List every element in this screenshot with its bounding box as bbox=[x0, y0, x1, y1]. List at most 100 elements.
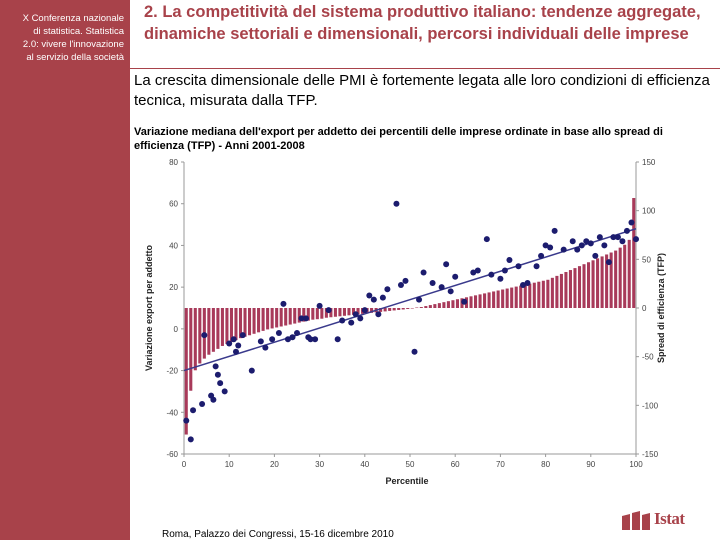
bar bbox=[356, 308, 360, 315]
bar bbox=[442, 302, 446, 308]
bar bbox=[225, 308, 229, 345]
scatter-point bbox=[230, 336, 237, 343]
bar bbox=[609, 252, 613, 308]
scatter-point bbox=[506, 257, 513, 264]
scatter-point bbox=[339, 317, 346, 324]
bar bbox=[546, 279, 550, 308]
x-tick-label: 80 bbox=[541, 460, 550, 469]
bar bbox=[406, 308, 410, 309]
scatter-point bbox=[212, 363, 219, 370]
bar bbox=[234, 308, 238, 341]
bar bbox=[333, 308, 337, 317]
scatter-point bbox=[226, 340, 233, 347]
scatter-point bbox=[201, 332, 208, 339]
y-tick-label: -40 bbox=[166, 408, 178, 417]
bar bbox=[483, 293, 487, 308]
bar bbox=[198, 308, 202, 364]
y-tick-label: 0 bbox=[174, 325, 179, 334]
scatter-point bbox=[316, 302, 323, 309]
bar bbox=[189, 308, 193, 391]
scatter-point bbox=[357, 315, 364, 322]
scatter-point bbox=[461, 298, 468, 305]
bar bbox=[419, 307, 423, 308]
scatter-point bbox=[420, 269, 427, 276]
bar bbox=[257, 308, 261, 333]
bar bbox=[342, 308, 346, 316]
y2-tick-label: -50 bbox=[642, 353, 654, 362]
bar bbox=[501, 289, 505, 308]
bar bbox=[587, 262, 591, 308]
scatter-point bbox=[520, 282, 526, 289]
conference-caption-line: di statistica. Statistica bbox=[33, 26, 124, 37]
scatter-point bbox=[596, 234, 603, 241]
bar bbox=[478, 294, 482, 308]
scatter-point bbox=[474, 267, 481, 274]
x-tick-label: 0 bbox=[182, 460, 187, 469]
scatter-point bbox=[262, 344, 269, 351]
bar bbox=[564, 271, 568, 308]
bar bbox=[415, 307, 419, 309]
bar bbox=[302, 308, 306, 322]
bar bbox=[261, 308, 265, 331]
bar bbox=[632, 198, 636, 308]
x-tick-label: 70 bbox=[496, 460, 505, 469]
scatter-point bbox=[619, 238, 626, 245]
scatter-point bbox=[551, 227, 558, 234]
scatter-series bbox=[183, 200, 639, 443]
x-tick-label: 40 bbox=[360, 460, 369, 469]
bar bbox=[211, 308, 215, 352]
scatter-point bbox=[633, 236, 639, 243]
istat-logo-text: Istat bbox=[654, 509, 685, 528]
bar bbox=[410, 308, 414, 309]
scatter-point bbox=[429, 279, 436, 286]
bar bbox=[306, 308, 310, 321]
scatter-point bbox=[515, 263, 522, 270]
bar bbox=[248, 308, 252, 336]
bar bbox=[492, 291, 496, 308]
scatter-point bbox=[393, 200, 400, 207]
bar bbox=[184, 308, 188, 435]
scatter-point bbox=[574, 246, 581, 253]
bar bbox=[297, 308, 301, 323]
scatter-point bbox=[501, 267, 508, 274]
trend-line bbox=[183, 228, 637, 372]
scatter-point bbox=[547, 244, 554, 251]
scatter-point bbox=[280, 300, 287, 307]
bar bbox=[614, 250, 618, 308]
scatter-point bbox=[447, 288, 454, 295]
scatter-point bbox=[232, 348, 239, 355]
bar bbox=[627, 239, 631, 308]
scatter-point bbox=[416, 296, 423, 303]
conference-caption: X Conferenza nazionale di statistica. St… bbox=[4, 12, 124, 64]
scatter-point bbox=[411, 348, 418, 355]
y-tick-label: 40 bbox=[169, 241, 178, 250]
bar bbox=[288, 308, 292, 325]
scatter-point bbox=[187, 436, 194, 443]
scatter-point bbox=[294, 330, 300, 337]
title-divider bbox=[130, 68, 720, 69]
bar bbox=[428, 305, 432, 308]
bar bbox=[347, 308, 351, 316]
bar bbox=[279, 308, 283, 327]
tick-labels: -60 -40 -20 0 20 40 60 80 -150 -100 -50 0 50 100 150 0 1… bbox=[166, 158, 658, 469]
scatter-point bbox=[560, 246, 567, 253]
conference-caption-line: 2.0: vivere l'innovazione bbox=[22, 39, 124, 50]
scatter-point bbox=[397, 282, 404, 289]
x-tick-label: 60 bbox=[451, 460, 460, 469]
x-tick-label: 20 bbox=[270, 460, 279, 469]
scatter-point bbox=[210, 396, 217, 403]
bar bbox=[338, 308, 342, 317]
scatter-point bbox=[375, 311, 382, 318]
conference-caption-line: al servizio della società bbox=[26, 52, 124, 63]
bar bbox=[216, 308, 220, 349]
x-tick-label: 10 bbox=[225, 460, 234, 469]
bar bbox=[392, 308, 396, 311]
bar bbox=[505, 288, 509, 308]
bar bbox=[582, 264, 586, 308]
scatter-point bbox=[592, 252, 599, 259]
bar bbox=[550, 277, 554, 308]
bar bbox=[537, 281, 541, 308]
bar bbox=[351, 308, 356, 315]
bar bbox=[252, 308, 256, 334]
scatter-point bbox=[578, 242, 585, 249]
